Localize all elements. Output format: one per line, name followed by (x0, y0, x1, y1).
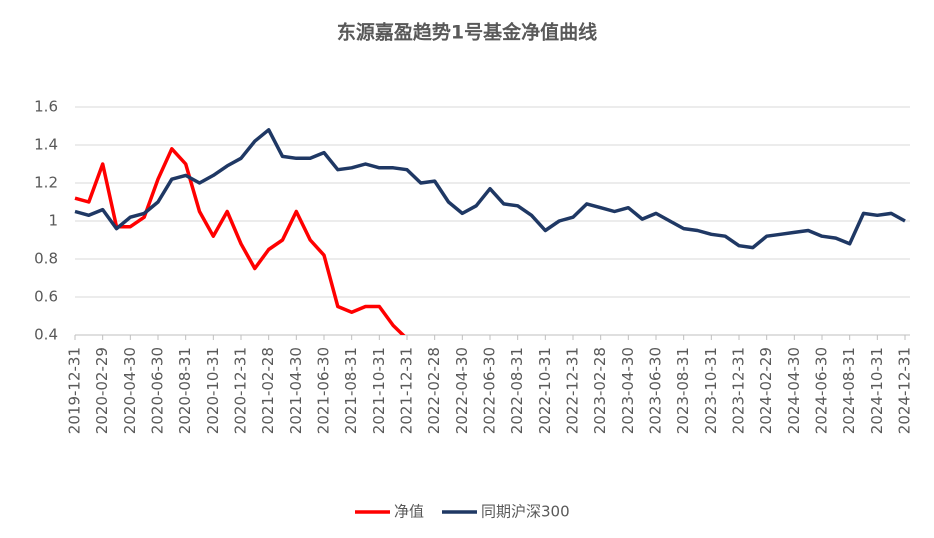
y-tick-label: 1 (48, 212, 58, 230)
x-tick-label: 2024-10-31 (868, 347, 886, 434)
y-tick-label: 0.4 (34, 326, 58, 344)
legend-label: 同期沪深300 (481, 503, 570, 521)
x-tick-label: 2024-02-29 (757, 347, 775, 434)
x-tick-label: 2023-10-31 (702, 347, 720, 434)
x-tick-label: 2023-02-28 (591, 347, 609, 434)
x-tick-label: 2020-04-30 (121, 347, 139, 434)
x-tick-label: 2020-02-29 (93, 347, 111, 434)
x-tick-label: 2021-12-31 (398, 347, 416, 434)
x-tick-label: 2022-12-31 (564, 347, 582, 434)
x-tick-label: 2023-08-31 (674, 347, 692, 434)
x-tick-label: 2021-08-31 (342, 347, 360, 434)
x-tick-label: 2022-02-28 (425, 347, 443, 434)
series-line (74, 128, 906, 250)
x-tick-label: 2021-04-30 (287, 347, 305, 434)
x-tick-label: 2020-12-31 (232, 347, 250, 434)
x-tick-label: 2023-12-31 (730, 347, 748, 434)
x-tick-label: 2022-10-31 (536, 347, 554, 434)
x-tick-label: 2022-06-30 (481, 347, 499, 434)
x-tick-label: 2021-02-28 (259, 347, 277, 434)
y-tick-label: 0.6 (34, 288, 58, 306)
x-tick-label: 2024-12-31 (896, 347, 914, 434)
series-line (74, 147, 406, 335)
x-tick-label: 2022-08-31 (508, 347, 526, 434)
x-tick-label: 2021-10-31 (370, 347, 388, 434)
x-tick-label: 2024-06-30 (813, 347, 831, 434)
x-tick-label: 2021-06-30 (315, 347, 333, 434)
y-tick-label: 1.2 (34, 174, 58, 192)
x-tick-label: 2020-06-30 (149, 347, 167, 434)
x-tick-label: 2024-08-31 (840, 347, 858, 434)
x-tick-label: 2023-06-30 (647, 347, 665, 434)
x-tick-label: 2020-08-31 (176, 347, 194, 434)
x-tick-label: 2022-04-30 (453, 347, 471, 434)
y-tick-label: 0.8 (34, 250, 58, 268)
legend-label: 净值 (394, 503, 424, 521)
x-tick-label: 2024-04-30 (785, 347, 803, 434)
x-tick-label: 2023-04-30 (619, 347, 637, 434)
y-tick-label: 1.4 (34, 136, 58, 154)
y-tick-label: 1.6 (34, 98, 58, 116)
x-tick-label: 2019-12-31 (66, 347, 84, 434)
chart-title: 东源嘉盈趋势1号基金净值曲线 (337, 21, 597, 44)
x-tick-label: 2020-10-31 (204, 347, 222, 434)
